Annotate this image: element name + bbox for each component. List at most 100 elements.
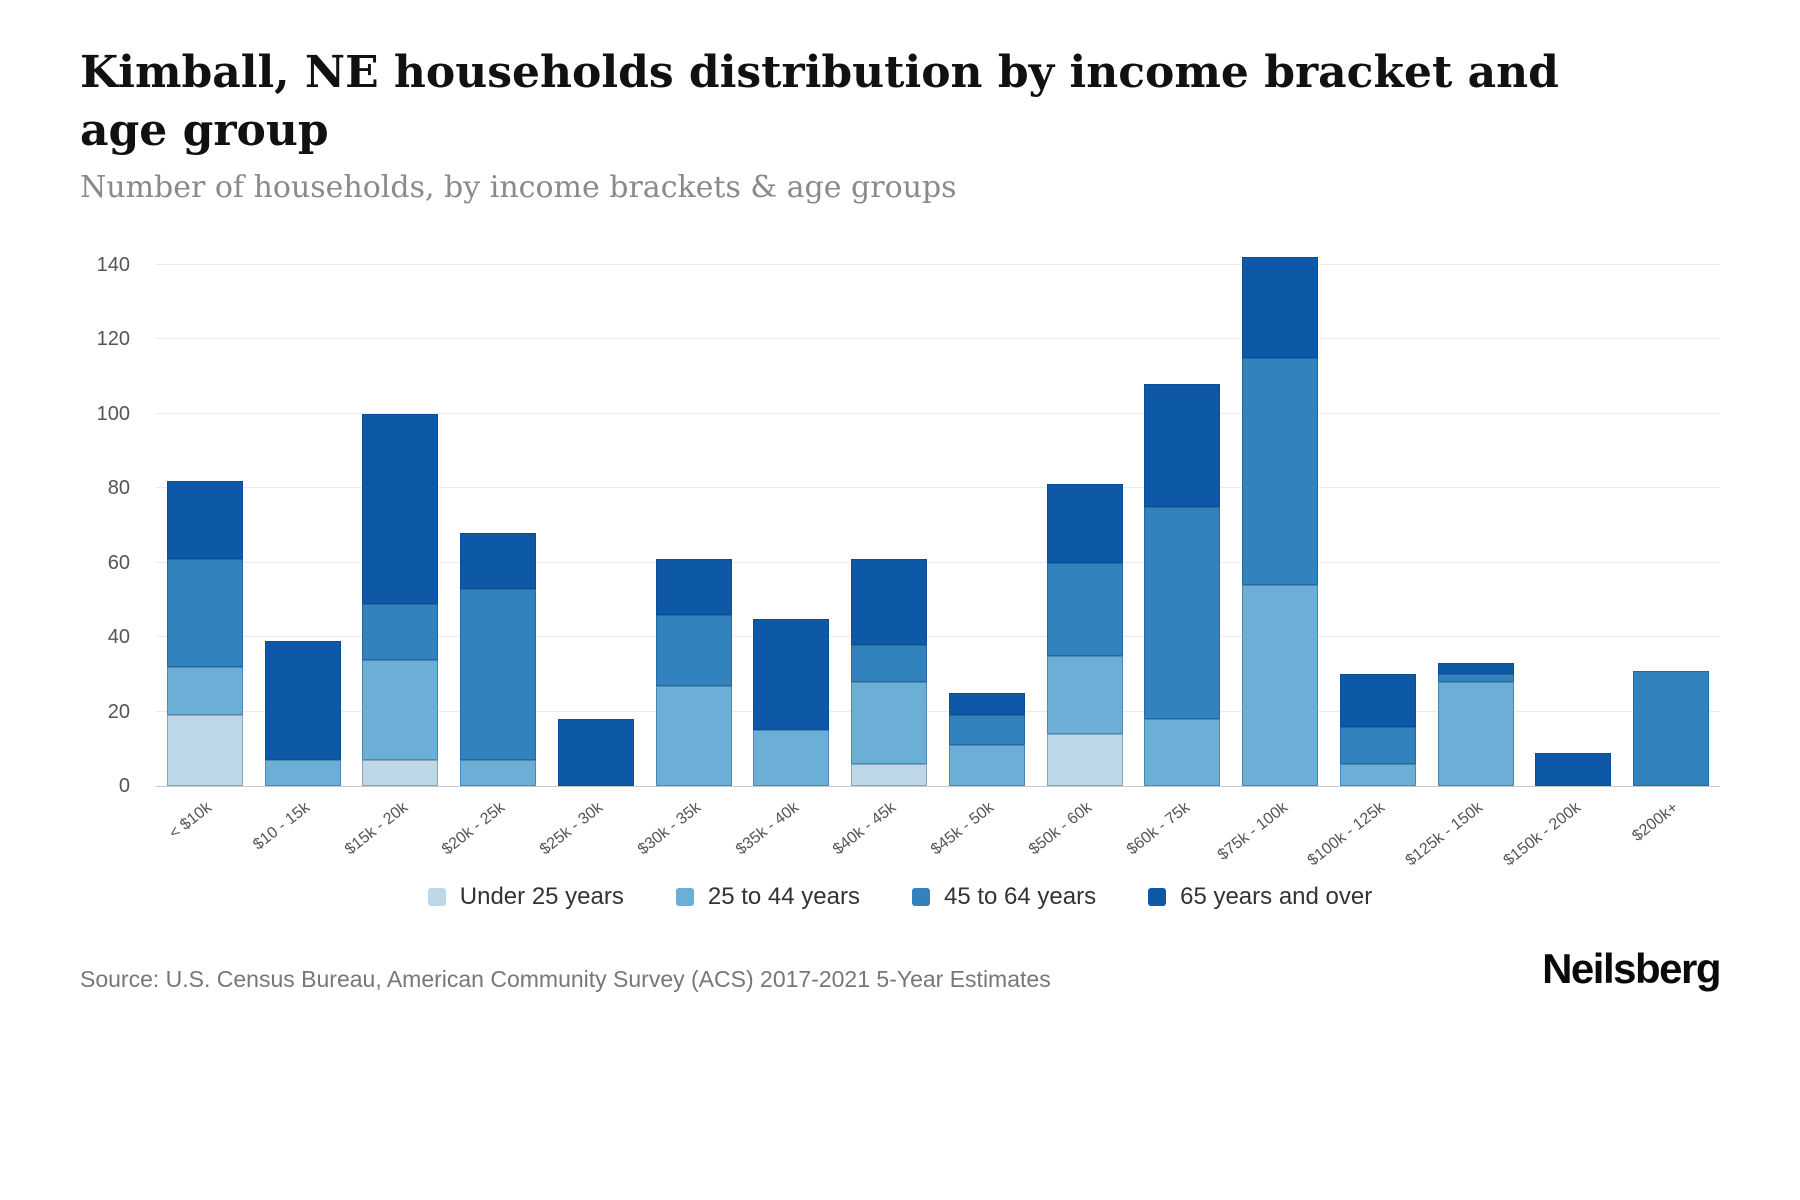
bar-segment xyxy=(1242,357,1319,586)
x-tick-label: $20k - 25k xyxy=(439,799,509,859)
y-tick-label: 80 xyxy=(107,477,130,500)
bar-segment xyxy=(948,693,1025,716)
y-axis-labels: 0 20 40 60 80 100 120 140 xyxy=(80,247,144,797)
stacked-bar xyxy=(1242,257,1319,787)
y-tick-label: 120 xyxy=(96,328,130,351)
footer: Source: U.S. Census Bureau, American Com… xyxy=(80,945,1721,993)
grid-line xyxy=(156,710,1720,712)
bar-segment xyxy=(166,558,243,667)
bar-column xyxy=(547,247,645,787)
bar-segment xyxy=(264,760,341,787)
bar-segment xyxy=(362,760,439,787)
x-tick-label: $35k - 40k xyxy=(732,799,802,859)
bar-segment xyxy=(264,640,341,761)
x-tick: $45k - 50k xyxy=(928,787,1036,879)
x-tick-label: $60k - 75k xyxy=(1123,799,1193,859)
legend-label: 25 to 44 years xyxy=(707,883,860,911)
bar-segment xyxy=(460,532,537,589)
bar-column xyxy=(156,247,254,787)
x-axis-labels: < $10k $10 - 15k $15k - 20k $20k - 25k $25k … xyxy=(156,787,1720,879)
x-tick: $40k - 45k xyxy=(830,787,938,879)
legend-item: 65 years and over xyxy=(1148,883,1372,911)
legend-label: 45 to 64 years xyxy=(943,883,1097,911)
x-tick-label: $10 - 15k xyxy=(250,799,314,854)
bar-segment xyxy=(166,715,243,787)
bar-column xyxy=(1525,247,1623,787)
legend-swatch xyxy=(911,888,930,907)
x-tick-label: $50k - 60k xyxy=(1025,799,1096,859)
bar-segment xyxy=(362,659,439,761)
stacked-bar xyxy=(1144,383,1221,787)
grid-line xyxy=(156,636,1720,638)
bar-segment xyxy=(1437,674,1514,682)
stacked-bar xyxy=(362,413,439,787)
bar-segment xyxy=(1144,506,1221,720)
chart-title: Kimball, NE households distribution by i… xyxy=(80,47,1559,157)
legend-item: 45 to 64 years xyxy=(911,883,1097,911)
bar-segment xyxy=(851,681,928,764)
plot-area xyxy=(156,247,1720,788)
grid-line xyxy=(156,338,1720,340)
stacked-bar xyxy=(753,618,830,787)
x-tick: $60k - 75k xyxy=(1123,787,1232,879)
bar-segment xyxy=(851,644,928,682)
y-tick-label: 0 xyxy=(118,775,130,798)
bar-segment xyxy=(1437,681,1514,787)
x-tick: $35k - 40k xyxy=(732,787,841,879)
bar-segment xyxy=(851,558,928,645)
y-tick-label: 140 xyxy=(96,253,130,276)
x-tick: $150k - 200k xyxy=(1500,787,1623,879)
legend-swatch xyxy=(675,888,694,907)
bars-container xyxy=(156,247,1720,787)
bar-segment xyxy=(1339,763,1416,787)
bar-segment xyxy=(1046,562,1123,656)
legend-swatch xyxy=(1148,888,1167,907)
bar-segment xyxy=(753,730,830,787)
x-tick: < $10k xyxy=(156,787,254,879)
x-tick: $50k - 60k xyxy=(1026,787,1134,879)
stacked-bar xyxy=(460,532,537,787)
bar-segment xyxy=(655,685,732,787)
bar-column xyxy=(645,247,743,787)
bar-segment xyxy=(1633,670,1710,787)
bar-segment xyxy=(1535,752,1612,787)
bar-segment xyxy=(1242,585,1319,787)
x-tick-label: $25k - 30k xyxy=(536,799,607,859)
grid-line xyxy=(156,412,1720,414)
bar-segment xyxy=(1339,726,1416,764)
bar-column xyxy=(840,247,938,787)
x-tick-label: $200k+ xyxy=(1629,799,1682,846)
stacked-bar xyxy=(166,480,243,787)
stacked-bar xyxy=(851,558,928,787)
y-tick-label: 60 xyxy=(107,551,130,574)
x-tick: $10 - 15k xyxy=(250,787,352,879)
bar-column xyxy=(1134,247,1232,787)
bar-segment xyxy=(1046,655,1123,735)
bar-segment xyxy=(1144,719,1221,787)
bar-column xyxy=(1036,247,1134,787)
bar-segment xyxy=(655,558,732,615)
x-tick-label: $45k - 50k xyxy=(927,799,998,859)
x-tick-label: $30k - 35k xyxy=(634,799,705,859)
brand-logo: Neilsberg xyxy=(1542,945,1721,993)
bar-segment xyxy=(460,760,537,787)
bar-column xyxy=(1427,247,1525,787)
bar-segment xyxy=(1339,674,1416,727)
grid-line xyxy=(156,263,1720,265)
bar-segment xyxy=(1046,484,1123,563)
stacked-bar xyxy=(1046,484,1123,787)
bar-segment xyxy=(460,588,537,761)
grid-line xyxy=(156,561,1720,563)
bar-segment xyxy=(1242,257,1319,358)
legend-item: 25 to 44 years xyxy=(675,883,860,911)
stacked-bar xyxy=(1633,670,1710,787)
x-tick-label: < $10k xyxy=(166,799,216,843)
y-tick-label: 20 xyxy=(107,700,130,723)
x-tick: $15k - 20k xyxy=(341,787,450,879)
bar-segment xyxy=(948,715,1025,746)
bar-segment xyxy=(1046,734,1123,787)
bar-segment xyxy=(166,666,243,716)
stacked-bar xyxy=(655,558,732,787)
x-tick: $20k - 25k xyxy=(439,787,547,879)
x-tick-label: $40k - 45k xyxy=(830,799,900,859)
